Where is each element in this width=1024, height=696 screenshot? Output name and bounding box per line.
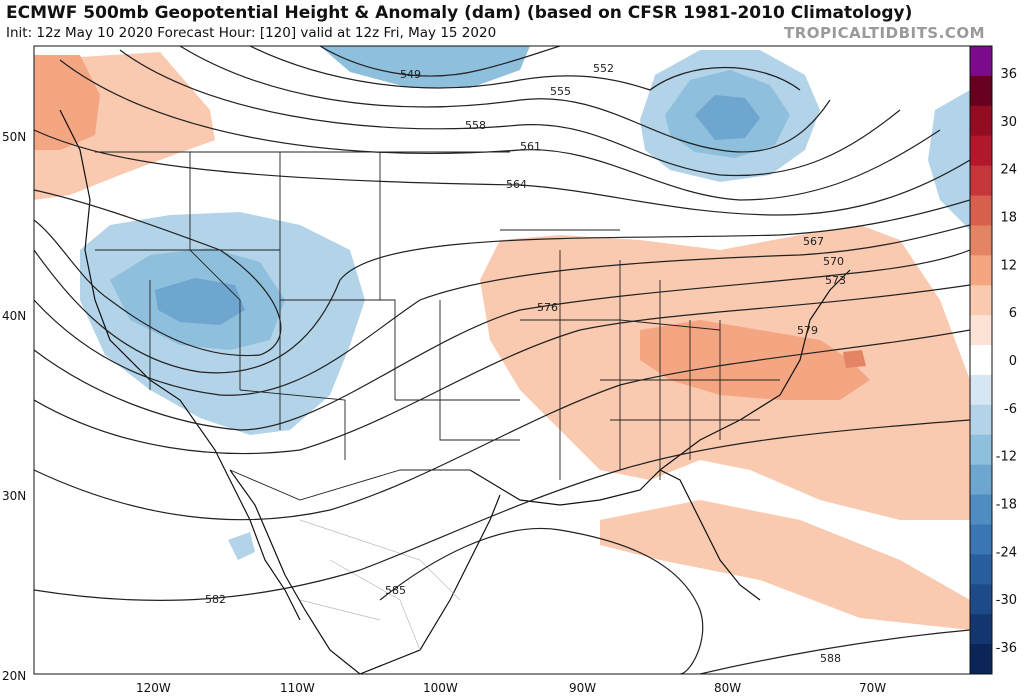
colorbar-segment (970, 135, 992, 167)
colorbar-segment (970, 374, 992, 406)
colorbar-segment (970, 345, 992, 376)
contour-label: 573 (825, 274, 846, 287)
lon-label: 120W (136, 681, 171, 695)
colorbar-tick-label: 12 (1000, 258, 1017, 273)
colorbar-segment (970, 494, 992, 525)
contour-label: 564 (506, 178, 527, 191)
lat-label: 40N (2, 309, 26, 323)
anomaly-colorbar (969, 45, 993, 675)
colorbar-tick-label: -12 (996, 450, 1017, 465)
colorbar-segment (970, 105, 992, 137)
colorbar-segment (970, 315, 992, 346)
colorbar-tick-label: 30 (1000, 115, 1017, 130)
longitude-axis: 120W 110W 100W 90W 80W 70W (136, 681, 886, 695)
colorbar-tick-label: 24 (1000, 163, 1017, 178)
anomaly-negative-west-inner (155, 278, 245, 325)
contour-label: 576 (537, 301, 558, 314)
colorbar-segment (970, 524, 992, 555)
colorbar-tick-label: -36 (996, 641, 1017, 656)
lon-label: 80W (714, 681, 741, 695)
contour-label: 555 (550, 85, 571, 98)
colorbar-segment (970, 434, 992, 466)
contour-label: 558 (465, 119, 486, 132)
contour-label: 561 (520, 140, 541, 153)
contour-label: 570 (823, 255, 844, 268)
anomaly-negative-east-edge (928, 90, 970, 230)
colorbar-segment (970, 285, 992, 316)
contour-label: 567 (803, 235, 824, 248)
latitude-axis: 50N 40N 30N 20N (2, 130, 26, 683)
colorbar-tick-label: -24 (996, 545, 1017, 560)
lon-label: 70W (859, 681, 886, 695)
colorbar-tick-label: 0 (1009, 354, 1017, 369)
lon-label: 110W (280, 681, 315, 695)
contour-label-group: 549 552 555 558 561 564 567 570 573 576 … (205, 62, 846, 665)
colorbar-tick-label: 6 (1009, 306, 1017, 321)
contour-label: 585 (385, 584, 406, 597)
lon-label: 90W (569, 681, 596, 695)
anomaly-negative-north (320, 46, 530, 88)
anomaly-negative-quebec-inner (695, 95, 760, 140)
source-watermark: TROPICALTIDBITS.COM (784, 24, 985, 42)
colorbar-tick-label: 18 (1000, 211, 1017, 226)
anomaly-negative-baja (228, 532, 255, 560)
contour-label: 588 (820, 652, 841, 665)
colorbar-segment (970, 46, 992, 77)
colorbar-segment (970, 644, 992, 675)
contour-label: 552 (593, 62, 614, 75)
colorbar-segment (970, 195, 992, 226)
map-subtitle: Init: 12z May 10 2020 Forecast Hour: [12… (6, 25, 497, 41)
colorbar-segment (970, 225, 992, 256)
contour-label: 579 (797, 324, 818, 337)
contour-label: 582 (205, 593, 226, 606)
colorbar-segment (970, 584, 992, 615)
colorbar-segment (970, 75, 992, 107)
colorbar-segment (970, 464, 992, 496)
lat-label: 50N (2, 130, 26, 144)
height-contours (34, 46, 970, 674)
lon-label: 100W (423, 681, 458, 695)
colorbar-segment (970, 554, 992, 585)
contour-label: 549 (400, 68, 421, 81)
colorbar-tick-label: -30 (996, 593, 1017, 608)
colorbar-tick-label: -6 (1004, 402, 1017, 417)
colorbar-segment (970, 255, 992, 286)
colorbar-segment (970, 165, 992, 197)
lat-label: 20N (2, 669, 26, 683)
anomaly-positive-atlantic-spot (843, 350, 866, 368)
colorbar-tick-label: -18 (996, 498, 1017, 513)
colorbar-tick-label: 36 (1000, 67, 1017, 82)
map-layers (34, 46, 970, 674)
colorbar-segment (970, 614, 992, 645)
mexico-subdivisions (299, 519, 461, 651)
colorbar-labels: 36 30 24 18 12 6 0 -6 -12 -18 -24 -30 -36 (996, 67, 1017, 656)
lat-label: 30N (2, 489, 26, 503)
colorbar-border (969, 45, 993, 675)
anomaly-positive-atlantic (600, 500, 970, 630)
colorbar-segment (970, 404, 992, 436)
map-title: ECMWF 500mb Geopotential Height & Anomal… (6, 3, 913, 23)
anomaly-positive-pnw-core (34, 55, 100, 150)
